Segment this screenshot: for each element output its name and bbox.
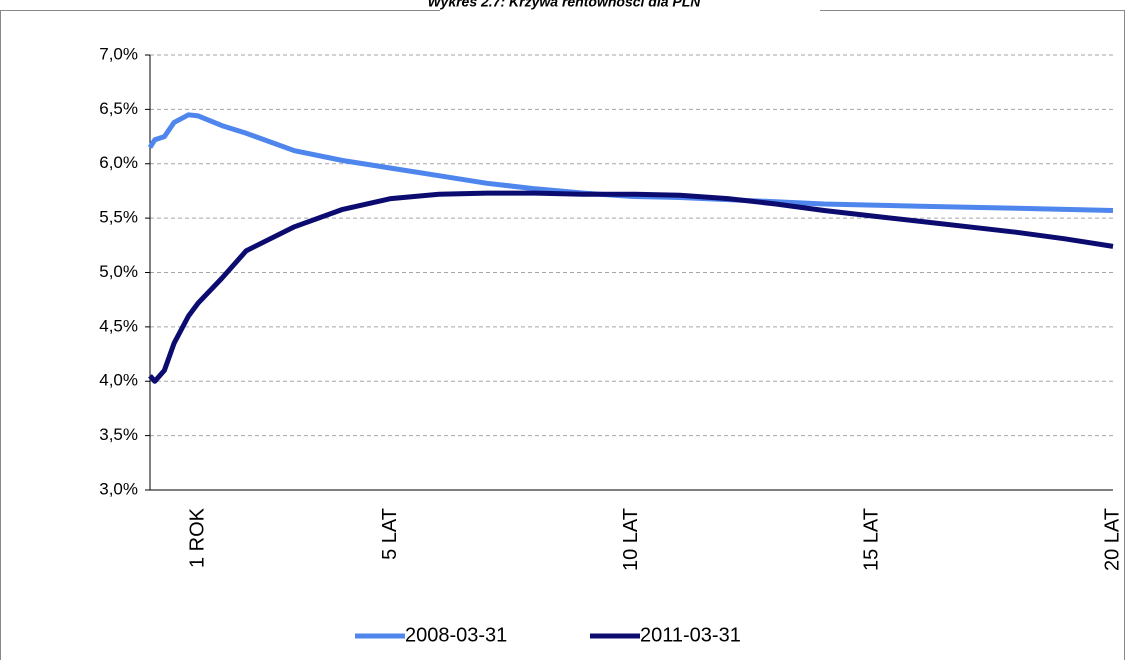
y-tick-label: 6,5% — [99, 99, 138, 118]
x-tick-label: 15 LAT — [861, 508, 883, 571]
title-background — [440, 0, 820, 14]
series-line — [148, 190, 1114, 384]
x-tick-label: 10 LAT — [620, 508, 642, 571]
y-tick-label: 4,5% — [99, 316, 138, 335]
y-tick-label: 7,0% — [99, 44, 138, 63]
legend-label: 2011-03-31 — [640, 624, 741, 646]
x-tick-label: 5 LAT — [379, 508, 401, 560]
x-tick-label: 1 ROK — [186, 507, 208, 568]
y-tick-label: 3,5% — [99, 425, 138, 444]
y-tick-label: 5,0% — [99, 262, 138, 281]
x-tick-label: 20 LAT — [1101, 508, 1123, 571]
legend-label: 2008-03-31 — [405, 624, 507, 646]
y-tick-label: 5,5% — [99, 208, 138, 227]
y-tick-label: 3,0% — [99, 479, 138, 498]
chart-title: Wykres 2.7: Krzywa rentowności dla PLN — [428, 0, 702, 10]
chart-frame — [0, 10, 1125, 660]
y-tick-label: 6,0% — [99, 153, 138, 172]
y-tick-label: 4,0% — [99, 371, 138, 390]
series-line — [147, 112, 1114, 213]
